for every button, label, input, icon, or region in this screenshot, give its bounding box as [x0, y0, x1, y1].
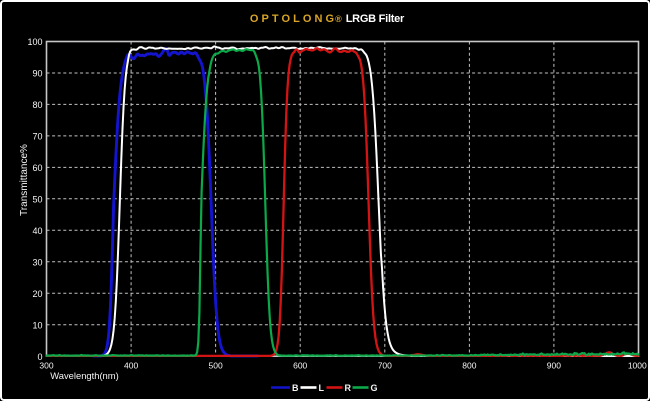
svg-text:20: 20	[32, 289, 42, 299]
svg-text:10: 10	[32, 320, 42, 330]
svg-text:700: 700	[378, 361, 392, 371]
svg-text:900: 900	[547, 361, 561, 371]
svg-text:Wavelength(nm): Wavelength(nm)	[50, 370, 118, 381]
svg-text:400: 400	[124, 361, 138, 371]
svg-text:30: 30	[32, 257, 42, 267]
svg-text:70: 70	[32, 132, 42, 142]
svg-text:300: 300	[39, 361, 53, 371]
svg-text:40: 40	[32, 226, 42, 236]
svg-text:B: B	[292, 383, 299, 393]
svg-text:600: 600	[293, 361, 307, 371]
svg-text:1000: 1000	[628, 361, 647, 371]
svg-text:50: 50	[32, 194, 42, 204]
svg-text:60: 60	[32, 163, 42, 173]
svg-text:G: G	[371, 383, 378, 393]
svg-text:800: 800	[462, 361, 476, 371]
svg-text:90: 90	[32, 69, 42, 79]
svg-text:L: L	[319, 383, 325, 393]
svg-text:100: 100	[27, 37, 42, 47]
svg-text:Transmittance%: Transmittance%	[19, 144, 30, 216]
svg-text:R: R	[345, 383, 352, 393]
svg-text:80: 80	[32, 100, 42, 110]
svg-text:0: 0	[37, 352, 42, 362]
svg-text:500: 500	[209, 361, 223, 371]
